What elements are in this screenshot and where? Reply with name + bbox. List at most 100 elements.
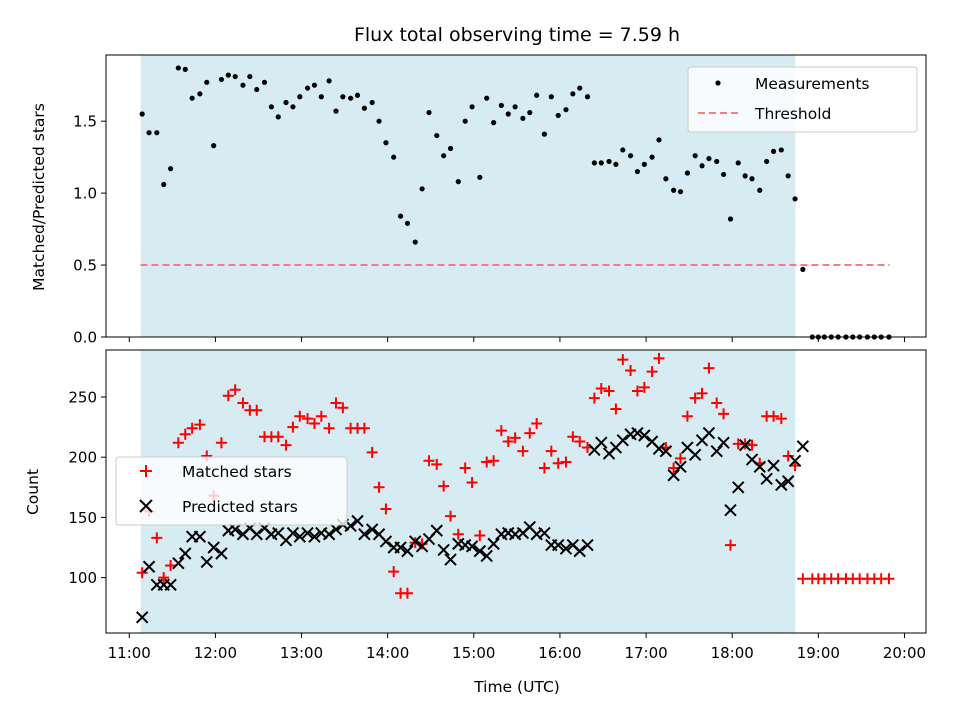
matched-stars-point <box>158 572 170 584</box>
count-panel: 11:00 12:00 13:00 14:00 15:00 16:00 17:00 18:00… <box>24 349 927 696</box>
plot-frame <box>105 349 927 634</box>
predicted-stars-point <box>437 543 450 557</box>
measurements-point <box>692 153 698 159</box>
measurements-point <box>161 181 167 188</box>
matched-stars-point <box>689 392 701 404</box>
ratio-legend: Measurements Threshold <box>687 66 918 133</box>
predicted-stars-point <box>207 541 220 554</box>
matched-stars-point <box>502 436 514 448</box>
matched-stars-point <box>330 397 342 409</box>
predicted-stars-point <box>573 544 586 558</box>
measurements-point <box>469 104 475 110</box>
count-legend: Matched stars Predicted stars <box>115 456 348 526</box>
predicted-stars-point <box>674 460 687 474</box>
matched-stars-point <box>588 392 600 404</box>
y-tick-label: 200 <box>68 449 97 467</box>
measurements-point <box>677 189 684 195</box>
measurements-point <box>512 104 518 110</box>
measurements-point <box>225 72 231 78</box>
matched-stars-point <box>401 587 413 599</box>
measurements-point <box>563 107 569 113</box>
measurements-point <box>426 109 432 116</box>
matched-stars-point <box>151 532 163 544</box>
measurements-point <box>577 85 583 91</box>
matched-stars-point <box>229 384 241 396</box>
predicted-stars-point <box>659 444 673 458</box>
matched-stars-point <box>617 354 629 366</box>
measurements-point <box>785 173 791 179</box>
matched-stars-point <box>531 417 543 429</box>
matched-stars-point <box>237 397 249 409</box>
matched-stars-point <box>653 352 665 364</box>
ratio-y-axis-label: Matched/Predicted stars <box>30 103 48 291</box>
predicted-stars-point <box>444 553 457 566</box>
measurements-point <box>240 82 246 88</box>
matched-stars-point <box>215 437 227 449</box>
measurements-point <box>720 171 727 178</box>
matched-stars-point <box>646 366 658 378</box>
matched-stars-point <box>524 427 536 439</box>
measurements-point <box>348 95 354 101</box>
measurements-point <box>477 174 483 180</box>
predicted-stars-point <box>487 537 500 551</box>
measurements-point <box>369 99 375 106</box>
predicted-stars-point <box>710 444 723 458</box>
measurements-point <box>591 160 597 166</box>
matched-stars-point <box>610 403 622 415</box>
measurements-point <box>749 176 755 182</box>
matched-stars-point <box>768 410 780 422</box>
matched-stars-point <box>431 458 443 470</box>
measurements-point <box>391 154 397 160</box>
measurements-point <box>613 161 619 167</box>
predicted-stars-point <box>775 478 788 492</box>
matched-stars-point <box>574 436 586 448</box>
predicted-stars-point <box>365 523 379 536</box>
measurements-point <box>182 66 188 72</box>
matched-stars-point <box>746 439 758 451</box>
measurements-point <box>671 187 677 193</box>
measurements-point <box>484 95 490 101</box>
matched-stars-point <box>603 385 615 397</box>
measurements-point <box>218 76 225 83</box>
predicted-stars-point <box>781 475 795 488</box>
matched-stars-point <box>724 539 736 551</box>
predicted-stars-point <box>753 460 766 474</box>
predicted-stars-point <box>688 448 702 461</box>
matched-stars-point <box>186 422 198 434</box>
x-tick-label: 18:00 <box>711 644 754 662</box>
y-tick-label: 250 <box>68 388 97 406</box>
predicted-stars-point <box>473 544 487 558</box>
matched-stars-point <box>775 413 787 425</box>
matched-stars-point <box>560 456 572 468</box>
measurements-point <box>354 92 361 98</box>
measurements-point <box>606 158 612 165</box>
predicted-stars-point <box>796 440 810 453</box>
measurements-point <box>197 91 203 97</box>
measurements-point <box>527 109 533 116</box>
measurements-point <box>742 173 748 179</box>
y-tick-label: 0.0 <box>73 329 97 347</box>
matched-stars-point <box>294 410 306 422</box>
matched-stars-point <box>631 385 643 397</box>
measurements-point <box>447 145 454 152</box>
measurements-point <box>462 118 468 124</box>
measurements-point <box>254 86 260 93</box>
measurements-point <box>641 161 647 167</box>
measurements-point <box>714 158 720 165</box>
predicted-stars-point <box>250 528 263 541</box>
measurements-point <box>656 137 662 143</box>
predicted-stars-point <box>595 436 608 449</box>
predicted-stars-point <box>465 540 479 553</box>
predicted-stars-point <box>652 442 666 455</box>
predicted-stars-point <box>631 426 644 440</box>
predicted-stars-point <box>293 530 307 543</box>
legend-matched-marker <box>140 465 152 477</box>
matched-stars-point <box>595 383 607 395</box>
measurements-point <box>318 94 324 100</box>
measurements-point <box>340 94 346 100</box>
matched-stars-point <box>567 431 579 443</box>
measurements-point <box>204 79 210 85</box>
measurements-point <box>383 140 389 146</box>
measurements-point <box>491 120 497 126</box>
measurements-point <box>275 114 281 120</box>
